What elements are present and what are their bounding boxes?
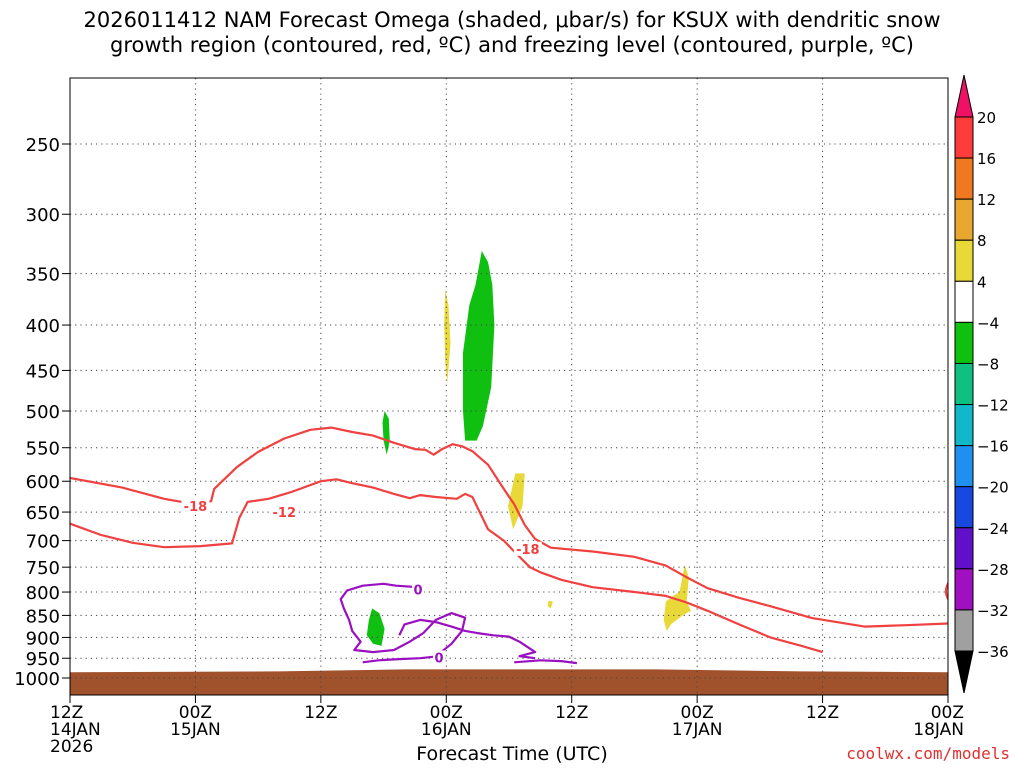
chart-title-line1: 2026011412 NAM Forecast Omega (shaded, μ… xyxy=(83,8,941,32)
omega-region-1 xyxy=(382,411,390,455)
y-tick-label-350: 350 xyxy=(26,265,60,286)
freezing-contour-3 xyxy=(514,659,578,665)
x-tick-label-0-3: 2026 xyxy=(50,737,93,757)
contours xyxy=(70,426,948,665)
colorbar-label-10: −24 xyxy=(977,520,1009,538)
y-tick-label-900: 900 xyxy=(26,628,60,649)
colorbar-label-3: 8 xyxy=(977,232,987,250)
y-tick-label-400: 400 xyxy=(26,316,60,337)
y-axis: 2503003504004505005506006507007508008509… xyxy=(14,135,70,690)
colorbar-band-5 xyxy=(954,321,974,364)
dgz-label-bg-1-0 xyxy=(270,505,299,520)
colorbar-label-5: −4 xyxy=(977,314,999,332)
omega-region-4 xyxy=(508,473,525,530)
freezing-label-bg-1-0 xyxy=(432,650,445,665)
ground-layer xyxy=(70,669,948,695)
x-tick-label-7-2: 18JAN xyxy=(913,720,964,740)
site-credit: coolwx.com/models xyxy=(846,744,1010,763)
x-tick-label-3-2: 16JAN xyxy=(421,720,472,740)
colorbar-label-6: −8 xyxy=(977,355,999,373)
dgz-label-0-1: -18 xyxy=(516,543,540,558)
contour-labels: -18 -18 -12 0 0 xyxy=(181,499,542,666)
colorbar-band-11 xyxy=(954,568,974,611)
omega-region-5 xyxy=(547,600,553,609)
y-tick-label-700: 700 xyxy=(26,532,60,553)
y-tick-label-800: 800 xyxy=(26,583,60,604)
y-tick-label-550: 550 xyxy=(26,439,60,460)
omega-region-2 xyxy=(366,608,385,646)
colorbar-band-1 xyxy=(954,157,974,200)
y-tick-label-300: 300 xyxy=(26,205,60,226)
y-tick-label-1000: 1000 xyxy=(14,669,60,690)
y-tick-label-450: 450 xyxy=(26,361,60,382)
colorbar-top-arrow xyxy=(954,74,974,118)
colorbar: 20 16 12 8 4 −4 −8 −12 −16 −20 −24 −28 −32 −36 xyxy=(954,74,1009,694)
freezing-label-0-0: 0 xyxy=(414,584,423,599)
colorbar-band-3 xyxy=(954,239,974,282)
omega-region-3 xyxy=(444,289,451,383)
x-tick-label-5-1: 00Z xyxy=(681,703,714,723)
plot-frame xyxy=(69,77,949,696)
x-tick-label-1-1: 00Z xyxy=(179,703,212,723)
colorbar-label-8: −16 xyxy=(977,438,1009,456)
x-tick-label-2-1: 12Z xyxy=(304,703,337,723)
colorbar-bottom-arrow xyxy=(954,650,974,694)
freezing-contour-0 xyxy=(339,582,467,656)
omega-region-0 xyxy=(463,250,495,441)
colorbar-band-0 xyxy=(954,116,974,159)
dgz-label-1-0: -12 xyxy=(273,506,297,521)
x-axis-label: Forecast Time (UTC) xyxy=(416,743,608,765)
colorbar-label-13: −36 xyxy=(977,643,1009,661)
colorbar-label-12: −32 xyxy=(977,602,1009,620)
colorbar-band-7 xyxy=(954,404,974,447)
colorbar-band-10 xyxy=(954,527,974,570)
x-tick-label-0-2: 14JAN xyxy=(50,720,101,740)
dgz-label-bg-0-1 xyxy=(513,541,542,556)
colorbar-band-2 xyxy=(954,198,974,241)
freezing-label-bg-0-0 xyxy=(412,582,425,597)
colorbar-band-8 xyxy=(954,445,974,488)
colorbar-band-4 xyxy=(954,280,974,323)
colorbar-band-6 xyxy=(954,362,974,406)
y-tick-label-750: 750 xyxy=(26,558,60,579)
y-tick-label-600: 600 xyxy=(26,472,60,493)
x-tick-label-6-1: 12Z xyxy=(806,703,839,723)
x-tick-label-3-1: 00Z xyxy=(430,703,463,723)
dgz-edge-contour xyxy=(944,581,948,601)
freezing-label-1-0: 0 xyxy=(434,651,443,666)
x-tick-label-4-1: 12Z xyxy=(555,703,588,723)
y-tick-label-500: 500 xyxy=(26,402,60,423)
grid-lines xyxy=(69,78,949,695)
omega-shading xyxy=(366,250,691,646)
freezing-contour-1 xyxy=(362,655,440,664)
colorbar-label-11: −28 xyxy=(977,561,1009,579)
colorbar-label-0: 20 xyxy=(977,109,996,127)
dgz-label-0-0: -18 xyxy=(184,500,208,515)
colorbar-label-7: −12 xyxy=(977,397,1009,415)
x-tick-label-7-1: 00Z xyxy=(931,703,964,723)
freezing-contour-2 xyxy=(398,618,537,660)
y-tick-label-650: 650 xyxy=(26,503,60,524)
colorbar-label-1: 16 xyxy=(977,150,996,168)
dgz-label-bg-0-0 xyxy=(181,499,210,514)
colorbar-label-2: 12 xyxy=(977,191,996,209)
chart-title-line2: growth region (contoured, red, ºC) and f… xyxy=(110,33,914,57)
x-tick-label-0-1: 12Z xyxy=(50,703,83,723)
dgz-contour-0 xyxy=(70,426,948,628)
colorbar-label-9: −20 xyxy=(977,479,1009,497)
omega-region-6 xyxy=(663,564,691,631)
x-tick-label-5-2: 17JAN xyxy=(672,720,723,740)
colorbar-band-9 xyxy=(954,486,974,529)
colorbar-label-4: 4 xyxy=(977,273,987,291)
dgz-contour-1 xyxy=(70,478,823,654)
y-tick-label-950: 950 xyxy=(26,649,60,670)
y-tick-label-250: 250 xyxy=(26,135,60,156)
x-tick-label-1-2: 15JAN xyxy=(170,720,221,740)
ground-surface xyxy=(70,669,948,695)
y-tick-label-850: 850 xyxy=(26,606,60,627)
colorbar-band-12 xyxy=(954,609,974,652)
